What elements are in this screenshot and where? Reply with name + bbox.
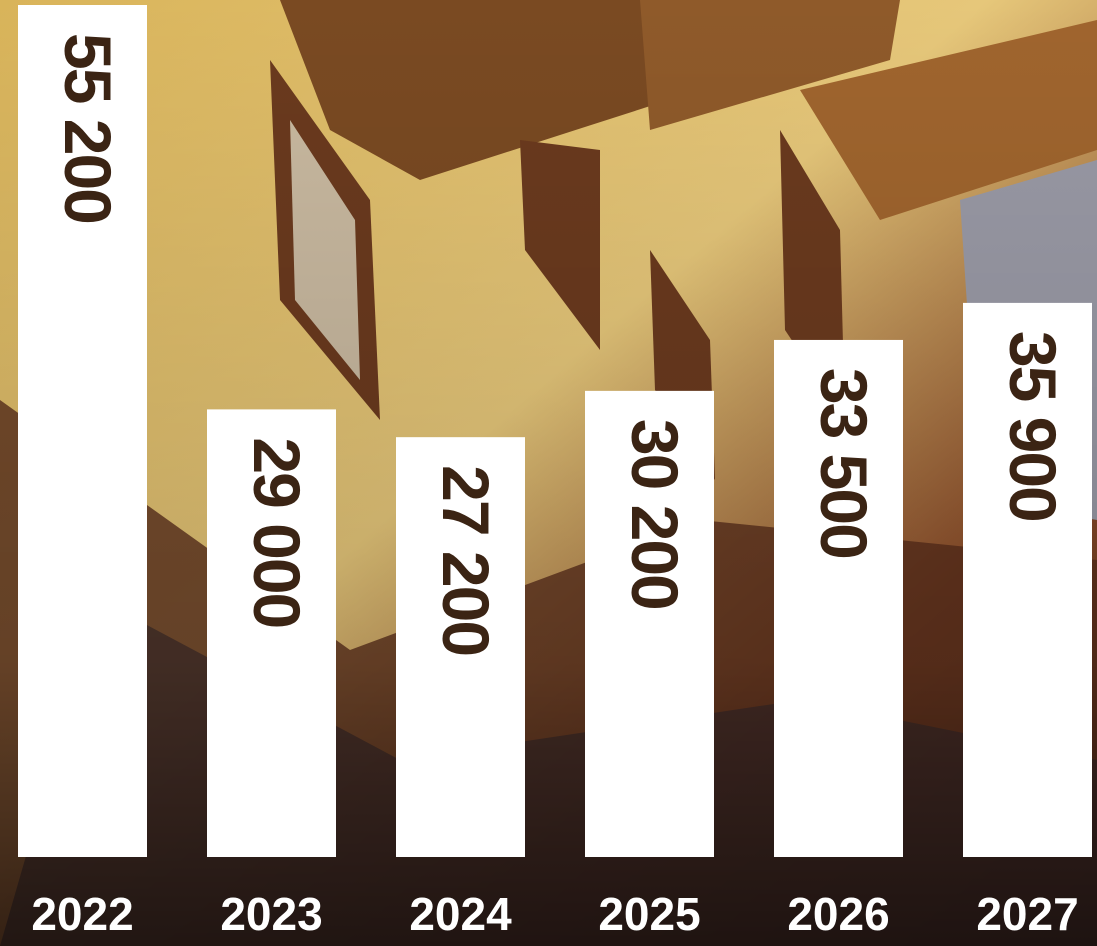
value-label: 27 200	[429, 465, 503, 655]
x-tick-label: 2022	[31, 888, 133, 940]
x-tick-label: 2025	[598, 888, 700, 940]
value-label: 33 500	[807, 368, 881, 558]
bar	[207, 409, 336, 857]
value-label: 30 200	[618, 419, 692, 609]
x-tick-label: 2024	[409, 888, 512, 940]
x-tick-label: 2023	[220, 888, 322, 940]
bar	[396, 437, 525, 857]
value-label: 35 900	[996, 331, 1070, 521]
bar	[963, 302, 1092, 857]
bar	[774, 339, 903, 857]
value-label: 55 200	[51, 33, 125, 223]
bar	[585, 390, 714, 857]
value-label: 29 000	[240, 437, 314, 627]
x-tick-label: 2026	[787, 888, 889, 940]
x-tick-label: 2027	[976, 888, 1078, 940]
bar	[18, 5, 147, 857]
